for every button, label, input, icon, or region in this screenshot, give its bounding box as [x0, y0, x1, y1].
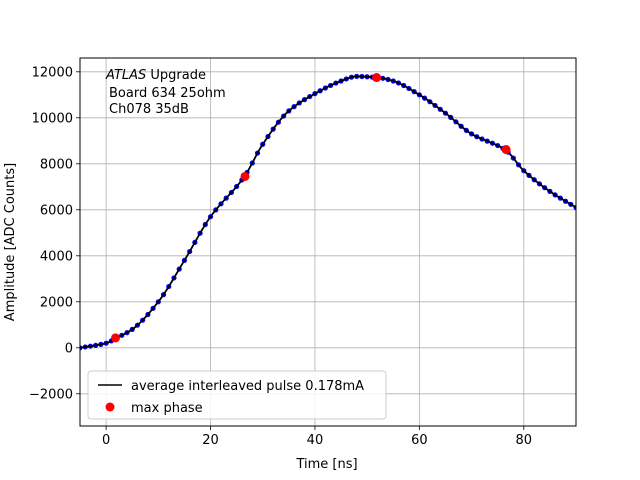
max-phase-marker — [501, 145, 511, 155]
plot-area — [80, 73, 576, 351]
y-tick-label: 10000 — [32, 111, 73, 126]
max-phase-marker — [372, 73, 382, 83]
max-phase-marker — [240, 171, 250, 181]
x-tick-label: 80 — [516, 433, 533, 448]
svg-text:ATLAS Upgrade: ATLAS Upgrade — [105, 68, 206, 83]
max-phase-marker — [111, 333, 120, 343]
annotation-board: Board 634 25ohm — [109, 86, 226, 101]
legend-box — [87, 370, 387, 420]
legend-marker-swatch — [105, 402, 115, 412]
annotation-channel: Ch078 35dB — [109, 102, 189, 117]
legend: average interleaved pulse 0.178mA max ph… — [87, 370, 387, 420]
x-tick-label: 20 — [202, 433, 219, 448]
plot-frame — [79, 57, 577, 427]
y-tick-label: 2000 — [40, 295, 73, 310]
x-tick-label: 40 — [307, 433, 324, 448]
y-axis-label: Amplitude [ADC Counts] — [3, 163, 18, 321]
legend-label-max-phase: max phase — [131, 401, 203, 416]
annotation: ATLAS Upgrade Board 634 25ohm Ch078 35dB — [105, 68, 226, 117]
y-tick-label: 0 — [65, 341, 73, 356]
axis-ticks: 0 20 40 60 80 −2000 0 2000 4000 6000 8000 10000 1200… — [29, 65, 532, 448]
average-pulse-line — [80, 75, 576, 349]
y-tick-label: 8000 — [40, 157, 73, 172]
y-tick-label: 12000 — [32, 65, 73, 80]
y-tick-label: 4000 — [40, 249, 73, 264]
y-tick-label: 6000 — [40, 203, 73, 218]
annotation-upgrade: Upgrade — [146, 68, 206, 83]
x-tick-label: 0 — [102, 433, 110, 448]
legend-label-average-pulse: average interleaved pulse 0.178mA — [131, 379, 364, 394]
x-tick-label: 60 — [411, 433, 428, 448]
y-tick-label: −2000 — [29, 387, 73, 402]
annotation-atlas: ATLAS — [105, 68, 146, 83]
x-axis-label: Time [ns] — [295, 457, 357, 472]
